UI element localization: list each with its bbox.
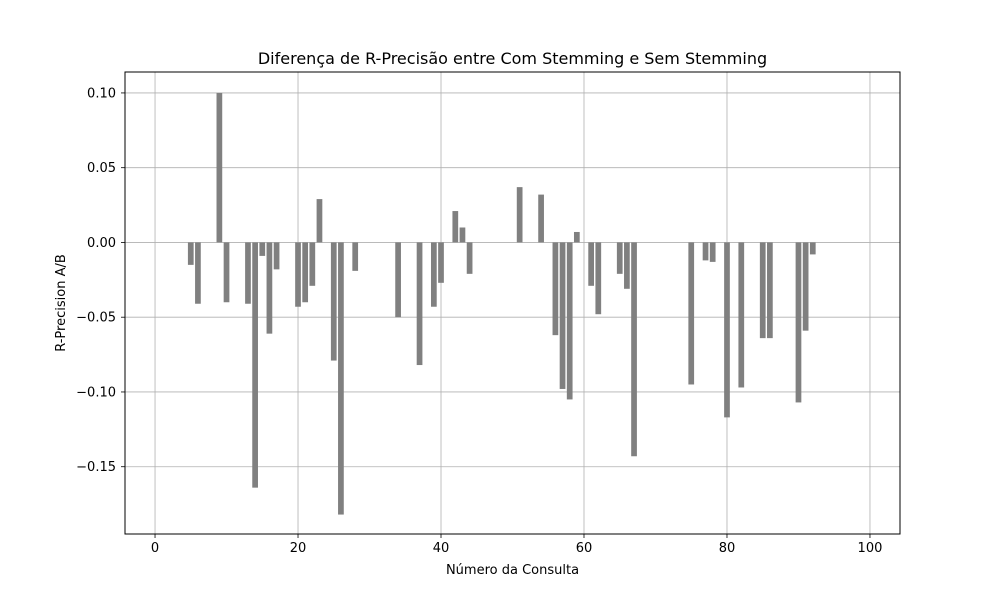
bar [595, 242, 602, 315]
x-tick-label: 0 [151, 541, 159, 556]
bar [767, 242, 773, 339]
bar [588, 242, 595, 286]
bar [459, 227, 466, 243]
y-axis-ticks: 0.10 0.05 0.00 −0.05 −0.10 −0.15 [76, 86, 125, 475]
bars [187, 92, 816, 515]
bar [566, 242, 573, 400]
bar [724, 242, 730, 418]
bar [338, 242, 344, 515]
bar [187, 242, 194, 265]
bar [559, 242, 566, 389]
bar [802, 242, 809, 331]
bar [466, 242, 473, 274]
bar [516, 187, 523, 243]
x-tick-label: 20 [290, 541, 307, 556]
bar [430, 242, 437, 307]
plot-frame [124, 71, 901, 535]
bar [223, 242, 230, 303]
y-tick-label: −0.15 [76, 460, 116, 475]
x-tick-label: 40 [433, 541, 450, 556]
x-tick-label: 60 [576, 541, 593, 556]
bar [316, 199, 323, 243]
plot-area [125, 72, 900, 534]
y-tick-label: 0.10 [87, 86, 116, 101]
bar [795, 242, 802, 403]
bar [438, 242, 444, 283]
bar [266, 242, 273, 334]
bar [252, 242, 258, 488]
y-tick-label: 0.05 [87, 161, 116, 176]
bar [624, 242, 630, 289]
y-tick-label: −0.05 [76, 311, 116, 326]
bar [573, 231, 580, 243]
y-tick-label: −0.10 [76, 385, 116, 400]
x-tick-label: 100 [858, 541, 883, 556]
chart-title: Diferença de R-Precisão entre Com Stemmi… [258, 49, 767, 68]
bar [702, 242, 709, 261]
bar [416, 242, 423, 366]
bar [273, 242, 280, 270]
bar [245, 242, 251, 304]
x-axis-label: Número da Consulta [446, 563, 579, 578]
bar [352, 242, 359, 271]
bar [709, 242, 716, 262]
bar [538, 194, 544, 243]
bar [552, 242, 559, 336]
bar [631, 242, 637, 457]
bar [302, 242, 309, 303]
bar [395, 242, 401, 318]
bar [616, 242, 623, 274]
bar [738, 242, 745, 388]
bar [688, 242, 695, 385]
y-tick-label: 0.00 [87, 236, 116, 251]
bar [309, 242, 316, 286]
y-axis-label: R-Precision A/B [54, 254, 69, 352]
x-tick-label: 80 [719, 541, 736, 556]
bar [195, 242, 201, 304]
bar [259, 242, 266, 256]
bar [295, 242, 301, 307]
bar [452, 211, 459, 243]
bar [330, 242, 337, 361]
bar [216, 92, 223, 243]
x-axis-ticks: 0 20 40 60 80 100 [151, 534, 882, 556]
bar [809, 242, 816, 255]
bar [759, 242, 766, 339]
